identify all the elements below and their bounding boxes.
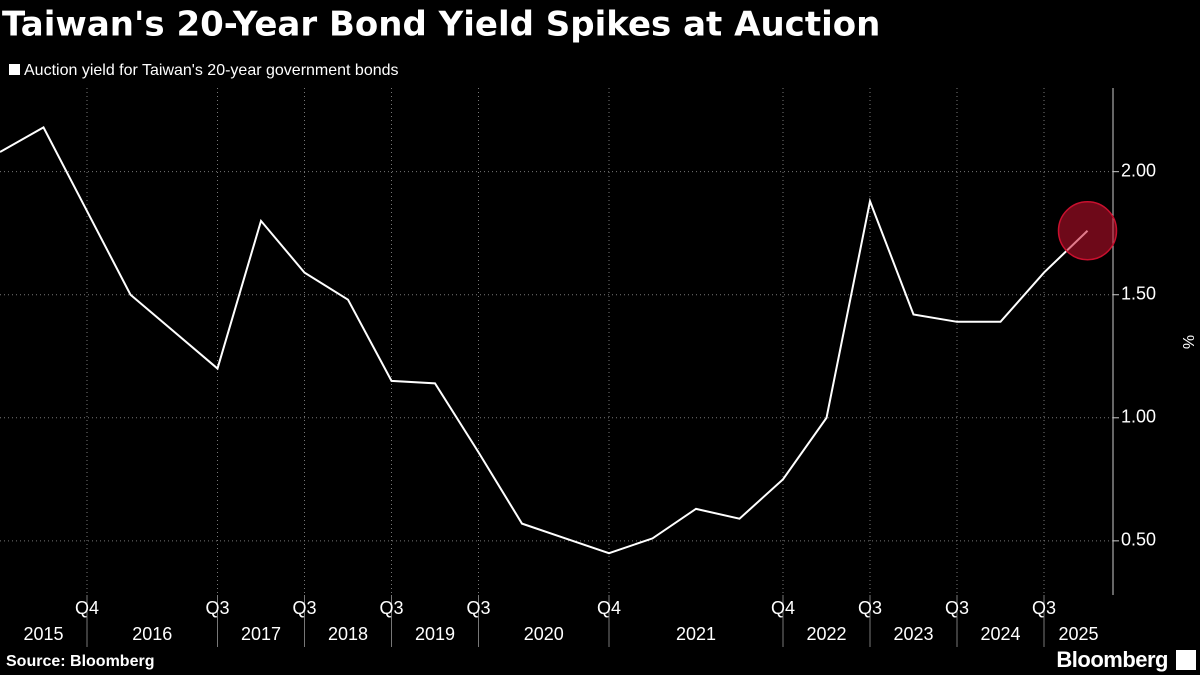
- year-label: 2024: [980, 624, 1020, 644]
- year-label: 2015: [23, 624, 63, 644]
- x-tick-label: Q3: [466, 598, 490, 618]
- x-tick-label: Q3: [1032, 598, 1056, 618]
- x-tick-label: Q3: [858, 598, 882, 618]
- year-label: 2021: [676, 624, 716, 644]
- brand-icon: [1176, 650, 1196, 670]
- year-label: 2022: [806, 624, 846, 644]
- year-label: 2018: [328, 624, 368, 644]
- y-tick-label: 1.50: [1121, 283, 1156, 303]
- x-tick-label: Q4: [771, 598, 795, 618]
- brand: Bloomberg: [1056, 647, 1168, 672]
- year-label: 2020: [524, 624, 564, 644]
- x-tick-label: Q3: [379, 598, 403, 618]
- y-tick-label: 1.00: [1121, 407, 1156, 427]
- chart-title: Taiwan's 20-Year Bond Yield Spikes at Au…: [2, 5, 880, 45]
- legend-label: Auction yield for Taiwan's 20-year gover…: [24, 62, 399, 79]
- highlight: [1057, 200, 1118, 261]
- year-label: 2023: [893, 624, 933, 644]
- x-tick-label: Q4: [75, 598, 99, 618]
- year-label: 2016: [132, 624, 172, 644]
- y-tick-label: 2.00: [1121, 160, 1156, 180]
- year-label: 2025: [1058, 624, 1098, 644]
- x-tick-label: Q4: [597, 598, 621, 618]
- x-tick-label: Q3: [292, 598, 316, 618]
- x-tick-label: Q3: [945, 598, 969, 618]
- line: [0, 125, 1089, 555]
- x-tick-label: Q3: [205, 598, 229, 618]
- y-axis-label: %: [1179, 335, 1196, 349]
- year-label: 2019: [415, 624, 455, 644]
- year-label: 2017: [241, 624, 281, 644]
- y-tick-label: 0.50: [1121, 530, 1156, 550]
- legend-swatch: [9, 64, 20, 75]
- source: Source: Bloomberg: [6, 653, 154, 670]
